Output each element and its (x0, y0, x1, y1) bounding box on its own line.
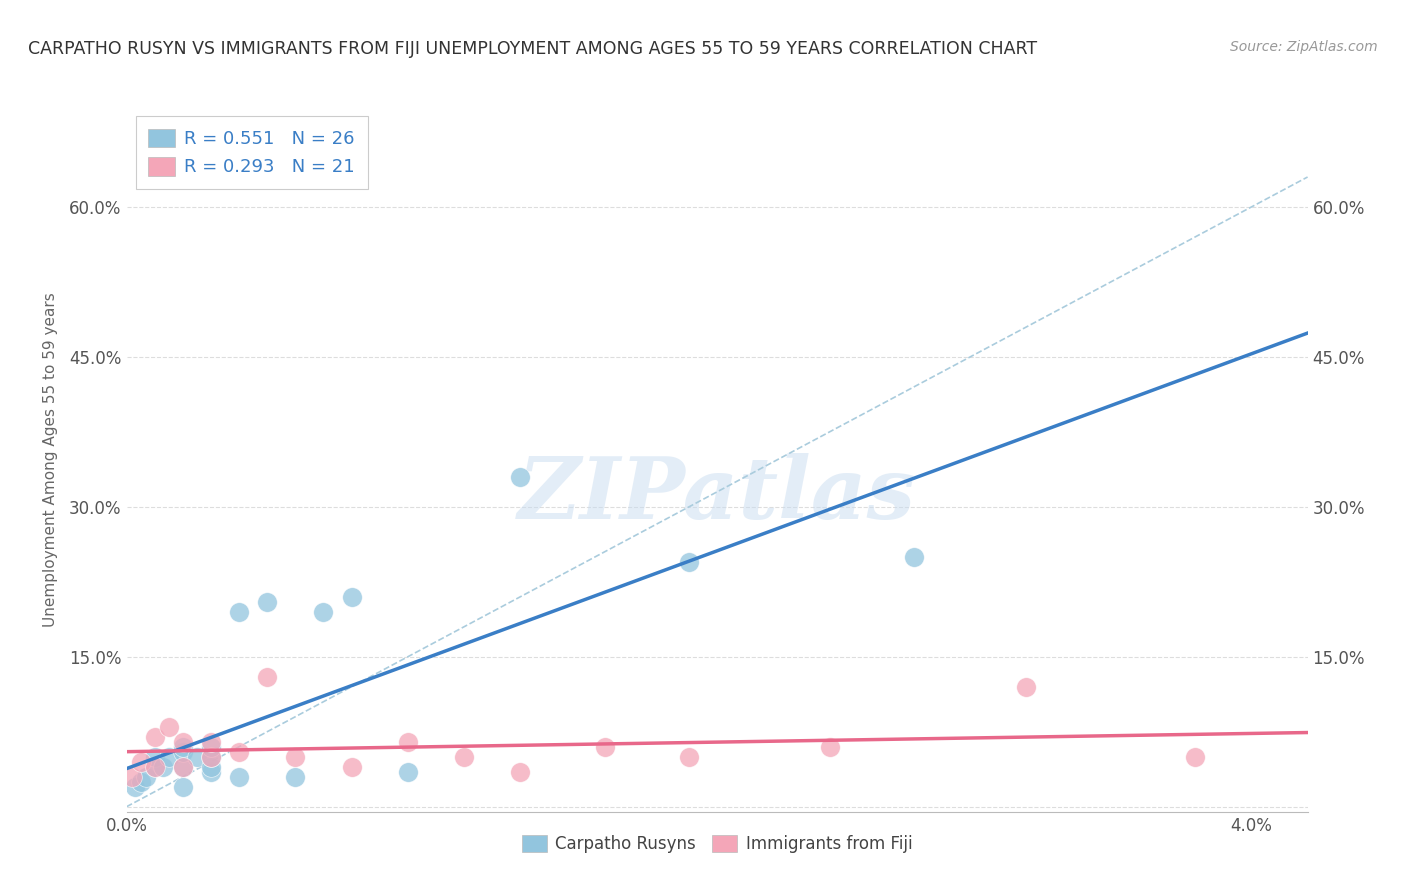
Point (186, 749, 208, 764)
Point (256, 670, 278, 684)
Point (143, 760, 166, 774)
Text: Source: ZipAtlas.com: Source: ZipAtlas.com (1230, 40, 1378, 54)
Point (818, 739, 841, 754)
Point (200, 739, 222, 754)
Point (312, 605, 335, 619)
Point (1184, 749, 1206, 764)
Point (284, 749, 307, 764)
Point (228, 605, 250, 619)
Point (157, 720, 180, 734)
Point (396, 764, 419, 779)
Point (284, 770, 307, 784)
Point (172, 760, 194, 774)
Point (143, 760, 166, 774)
Text: CARPATHO RUSYN VS IMMIGRANTS FROM FIJI UNEMPLOYMENT AMONG AGES 55 TO 59 YEARS CO: CARPATHO RUSYN VS IMMIGRANTS FROM FIJI U… (28, 40, 1038, 58)
Point (129, 774, 152, 789)
Point (200, 760, 222, 774)
Point (200, 764, 222, 779)
Point (124, 780, 146, 794)
Point (152, 760, 174, 774)
Point (228, 770, 250, 784)
Point (143, 749, 166, 764)
Point (593, 739, 616, 754)
Point (903, 549, 925, 564)
Point (340, 590, 363, 604)
Point (509, 470, 531, 484)
Point (453, 749, 475, 764)
Text: ZIPatlas: ZIPatlas (517, 453, 917, 536)
Point (143, 730, 166, 744)
Point (172, 780, 194, 794)
Point (157, 749, 180, 764)
Point (509, 764, 531, 779)
Point (678, 749, 700, 764)
Point (172, 745, 194, 759)
Point (172, 739, 194, 754)
Point (135, 770, 157, 784)
Point (340, 760, 363, 774)
Point (678, 555, 700, 569)
Point (256, 595, 278, 609)
Point (396, 735, 419, 749)
Point (228, 745, 250, 759)
Point (129, 755, 152, 769)
Point (121, 770, 143, 784)
Point (1015, 680, 1038, 694)
Point (200, 749, 222, 764)
Y-axis label: Unemployment Among Ages 55 to 59 years: Unemployment Among Ages 55 to 59 years (44, 292, 58, 627)
Legend: Carpatho Rusyns, Immigrants from Fiji: Carpatho Rusyns, Immigrants from Fiji (515, 829, 920, 860)
Point (172, 735, 194, 749)
Point (172, 760, 194, 774)
Point (200, 749, 222, 764)
Point (200, 735, 222, 749)
